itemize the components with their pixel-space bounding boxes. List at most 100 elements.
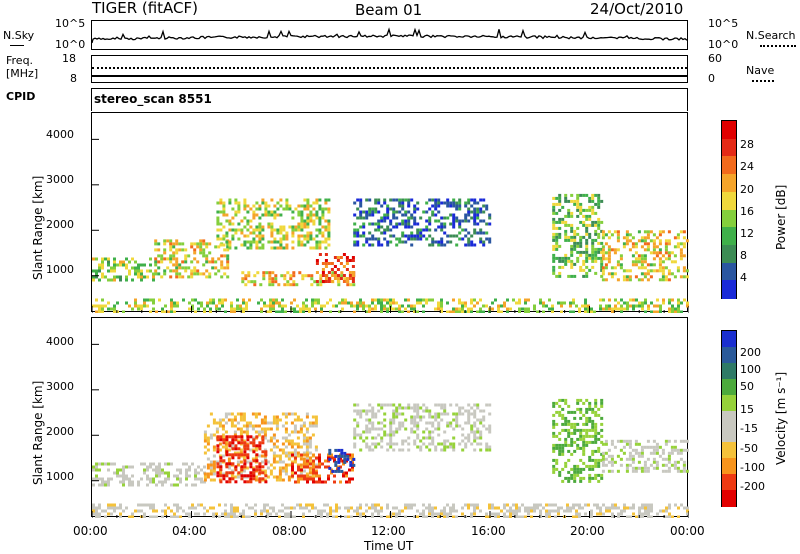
echo-cell [281,503,284,507]
echo-cell [236,421,240,425]
echo-cell [297,222,301,226]
echo-cell [646,272,650,276]
echo-cell [218,301,221,305]
echo-cell [601,442,605,446]
echo-cell [263,436,267,440]
echo-cell [597,413,601,417]
echo-cell [570,247,574,251]
echo-cell [318,474,321,478]
echo-cell [655,463,659,467]
echo-cell [224,512,227,516]
echo-cell [680,503,683,507]
echo-cell [320,509,323,513]
echo-cell [452,506,455,510]
echo-cell [92,304,95,308]
echo-cell [275,298,278,302]
echo-cell [585,247,589,251]
echo-cell [437,421,441,425]
echo-cell [101,509,104,513]
echo-cell [261,225,265,229]
echo-cell [434,219,438,223]
echo-cell [261,441,265,445]
echo-cell [646,233,650,237]
echo-cell [564,196,568,200]
echo-cell [255,228,259,232]
echo-cell [582,443,586,447]
echo-cell [600,416,604,420]
echo-cell [371,237,375,241]
echo-cell [380,436,384,440]
echo-cell [631,263,635,267]
echo-cell [422,515,425,518]
echo-cell [368,222,372,226]
echo-cell [356,506,359,510]
echo-cell [365,424,369,428]
echo-cell [222,438,226,442]
echo-cell [267,213,271,217]
echo-cell [107,301,110,305]
echo-cell [607,236,611,240]
echo-cell [597,193,601,197]
echo-cell [185,471,188,475]
echo-cell [243,243,247,247]
echo-cell [228,228,232,232]
echo-cell [458,442,462,446]
echo-cell [368,448,372,452]
echo-cell [308,460,312,464]
nave-legend-line [752,80,774,82]
echo-cell [194,474,197,478]
echo-cell [187,254,191,258]
echo-cell [582,461,586,465]
echo-cell [209,301,212,305]
colorbar-segment [722,227,736,246]
echo-cell [579,241,583,245]
echo-cell [371,442,375,446]
echo-cell [98,512,101,516]
echo-cell [193,272,197,276]
echo-cell [585,431,589,435]
echo-cell [263,304,266,308]
echo-cell [199,245,203,249]
echo-cell [356,307,359,311]
echo-cell [305,503,308,507]
echo-cell [539,509,542,513]
echo-cell [244,274,248,278]
echo-cell [314,418,318,422]
echo-cell [278,454,282,458]
echo-cell [613,272,617,276]
echo-cell [305,298,308,302]
echo-cell [231,435,235,439]
echo-cell [524,509,527,513]
echo-cell [276,207,280,211]
echo-cell [128,477,131,481]
echo-cell [203,512,206,516]
echo-cell [305,457,309,461]
echo-cell [140,269,143,273]
echo-cell [272,307,275,311]
echo-cell [307,274,311,278]
echo-cell [234,231,238,235]
echo-cell [244,277,248,281]
echo-cell [272,509,275,513]
echo-cell [371,210,375,214]
echo-cell [152,468,155,472]
echo-cell [318,456,321,460]
echo-cell [242,310,245,313]
echo-cell [452,225,456,229]
echo-cell [314,469,318,473]
echo-cell [600,428,604,432]
echo-cell [644,298,647,302]
echo-cell [243,450,247,454]
echo-cell [143,462,146,466]
echo-cell [219,198,223,202]
echo-cell [306,201,310,205]
echo-cell [677,298,680,302]
echo-cell [637,442,641,446]
echo-cell [588,253,592,257]
echo-cell [255,213,259,217]
echo-cell [254,478,258,482]
echo-cell [336,277,340,280]
echo-cell [662,301,665,305]
echo-cell [637,260,641,264]
echo-cell [658,230,662,234]
